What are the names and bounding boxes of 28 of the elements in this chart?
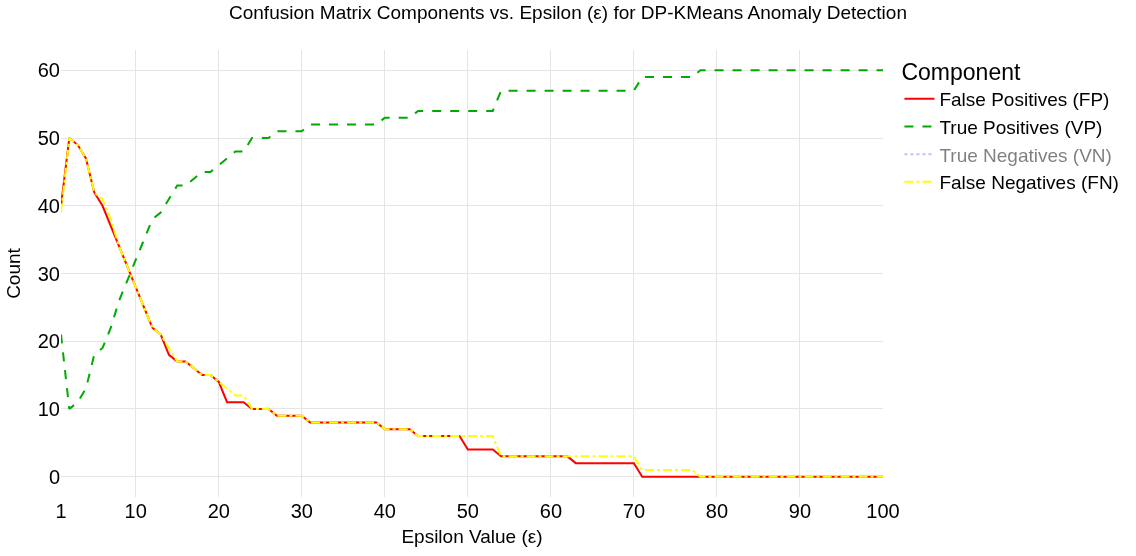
x-tick-label: 50: [456, 500, 479, 522]
x-tick-label: 1: [55, 500, 67, 522]
x-tick-label: 30: [290, 500, 313, 522]
y-tick-label: 30: [37, 262, 60, 285]
y-tick-label: 0: [48, 465, 60, 488]
x-tick-label: 90: [788, 500, 812, 522]
legend-label: True Positives (VP): [939, 116, 1103, 138]
legend-label: False Positives (FP): [939, 89, 1110, 111]
line-series: [61, 137, 883, 478]
y-tick-label: 50: [37, 127, 60, 150]
legend-title: Component: [901, 58, 1021, 85]
x-tick-label: 80: [705, 500, 729, 522]
legend-label: True Negatives (VN): [939, 144, 1112, 166]
y-axis-title: Count: [2, 247, 24, 299]
x-tick-label: 10: [124, 500, 147, 522]
x-tick-label: 70: [622, 500, 646, 522]
y-tick-label: 10: [37, 397, 60, 420]
x-axis-title: Epsilon Value (ε): [401, 525, 543, 547]
chart-title: Confusion Matrix Components vs. Epsilon (ε) for DP-KMeans Anomaly Detection: [229, 1, 907, 23]
x-tick-label: 60: [539, 500, 563, 522]
x-tick-label: 20: [207, 500, 230, 522]
y-tick-label: 20: [37, 330, 60, 353]
y-tick-label: 40: [37, 194, 60, 217]
line-series: [61, 69, 883, 410]
legend-label: False Negatives (FN): [939, 172, 1119, 194]
x-tick-label: 100: [866, 500, 900, 522]
y-tick-label: 60: [37, 59, 60, 82]
x-tick-label: 40: [373, 500, 396, 522]
